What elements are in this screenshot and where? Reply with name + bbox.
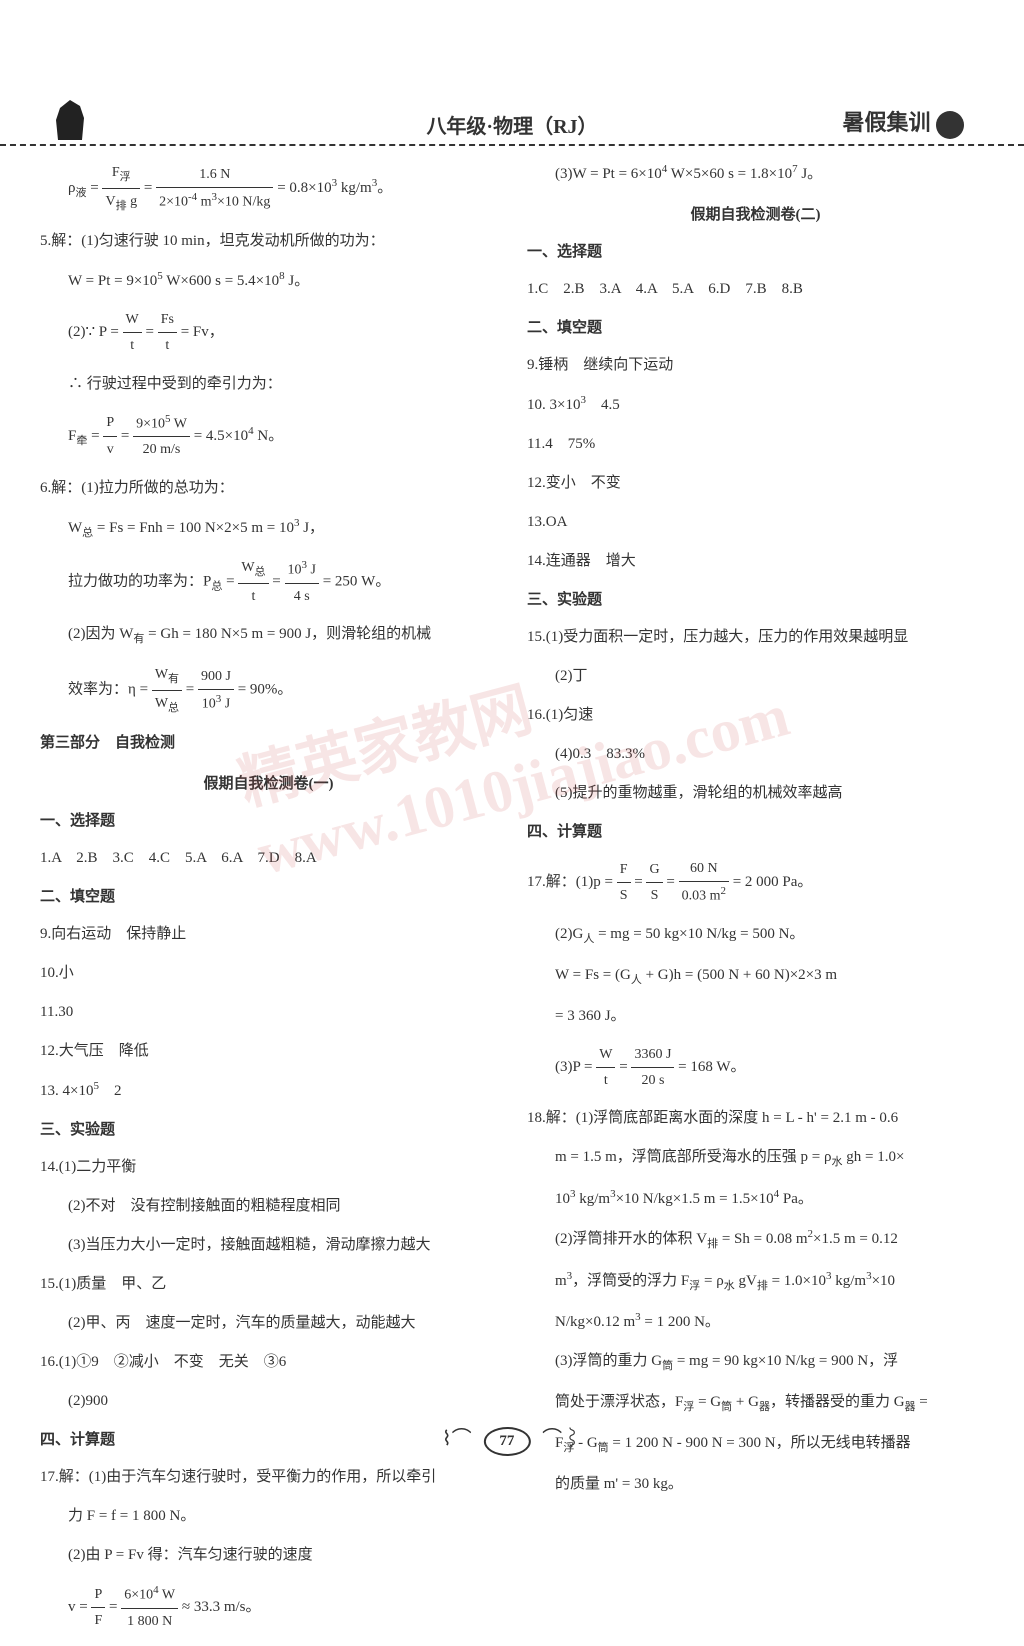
page-number: ⌇⌒ 77 ⌒⌇ (434, 1422, 590, 1456)
text-line: (3)浮筒的重力 G筒 = mg = 90 kg×10 N/kg = 900 N… (527, 1348, 984, 1377)
text-line: 14.(1)二力平衡 (40, 1154, 497, 1181)
text-line: (3)当压力大小一定时，接触面越粗糙，滑动摩擦力越大 (40, 1232, 497, 1259)
text-line: (2)不对 没有控制接触面的粗糙程度相同 (40, 1193, 497, 1220)
text-line: 10. 3×103 4.5 (527, 391, 984, 419)
text-line: (2)丁 (527, 663, 984, 690)
text-line: 的质量 m' = 30 kg。 (527, 1471, 984, 1498)
header-title: 八年级·物理（RJ） (426, 116, 597, 138)
test-title: 假期自我检测卷(二) (527, 203, 984, 224)
text-line: (3)W = Pt = 6×104 W×5×60 s = 1.8×107 J。 (527, 160, 984, 188)
calc-title: 四、计算题 (40, 1427, 497, 1454)
fill-title: 二、填空题 (527, 315, 984, 342)
header-right-label: 暑假集训 (842, 110, 930, 135)
text-line: 筒处于漂浮状态，F浮 = G筒 + G器，转播器受的重力 G器 = (527, 1389, 984, 1418)
text-line: 9.向右运动 保持静止 (40, 921, 497, 948)
text-line: N/kg×0.12 m3 = 1 200 N。 (527, 1308, 984, 1336)
text-line: (2)900 (40, 1388, 497, 1415)
text-line: 10.小 (40, 960, 497, 987)
text-line: m = 1.5 m，浮筒底部所受海水的压强 p = ρ水 gh = 1.0× (527, 1144, 984, 1173)
text-line: (5)提升的重物越重，滑轮组的机械效率越高 (527, 780, 984, 807)
text-line: W = Fs = (G人 + G)h = (500 N + 60 N)×2×3 … (527, 962, 984, 991)
text-line: ρ液 = F浮V排 g = 1.6 N2×10-4 m3×10 N/kg = 0… (40, 160, 497, 216)
swirl-left-icon: ⌇⌒ (442, 1428, 472, 1450)
test-title: 假期自我检测卷(一) (40, 772, 497, 793)
text-line: (2)G人 = mg = 50 kg×10 N/kg = 500 N。 (527, 921, 984, 950)
exp-title: 三、实验题 (527, 587, 984, 614)
text-line: 12.变小 不变 (527, 470, 984, 497)
text-line: 力 F = f = 1 800 N。 (40, 1503, 497, 1530)
fill-title: 二、填空题 (40, 884, 497, 911)
text-line: 6.解：(1)拉力所做的总功为： (40, 475, 497, 502)
text-line: 16.(1)匀速 (527, 702, 984, 729)
choice-title: 一、选择题 (40, 808, 497, 835)
text-line: = 3 360 J。 (527, 1003, 984, 1030)
text-line: 9.锤柄 继续向下运动 (527, 352, 984, 379)
swirl-right-icon: ⌒⌇ (542, 1428, 582, 1450)
calc-title: 四、计算题 (527, 819, 984, 846)
exp-title: 三、实验题 (40, 1117, 497, 1144)
text-line: W总 = Fs = Fnh = 100 N×2×5 m = 103 J， (40, 514, 497, 544)
text-line: (2)∵ P = Wt = Fst = Fv， (40, 307, 497, 358)
text-line: 13. 4×105 2 (40, 1077, 497, 1105)
text-line: F牵 = Pv = 9×105 W20 m/s = 4.5×104 N。 (40, 410, 497, 463)
text-line: 效率为：η = W有W总 = 900 J103 J = 90%。 (40, 662, 497, 718)
text-line: (2)甲、丙 速度一定时，汽车的质量越大，动能越大 (40, 1310, 497, 1337)
text-line: v = PF = 6×104 W1 800 N ≈ 33.3 m/s。 (40, 1581, 497, 1634)
choice-answers: 1.C 2.B 3.A 4.A 5.A 6.D 7.B 8.B (527, 276, 984, 303)
text-line: ∴ 行驶过程中受到的牵引力为： (40, 371, 497, 398)
text-line: 17.解：(1)由于汽车匀速行驶时，受平衡力的作用，所以牵引 (40, 1464, 497, 1491)
text-line: W = Pt = 9×105 W×600 s = 5.4×108 J。 (40, 267, 497, 295)
text-line: (2)浮筒排开水的体积 V排 = Sh = 0.08 m2×1.5 m = 0.… (527, 1225, 984, 1255)
section-title: 第三部分 自我检测 (40, 730, 497, 757)
choice-title: 一、选择题 (527, 239, 984, 266)
text-line: 18.解：(1)浮筒底部距离水面的深度 h = L - h' = 2.1 m -… (527, 1105, 984, 1132)
text-line: 15.(1)质量 甲、乙 (40, 1271, 497, 1298)
text-line: 14.连通器 增大 (527, 548, 984, 575)
text-line: F浮 - G筒 = 1 200 N - 900 N = 300 N，所以无线电转… (527, 1430, 984, 1459)
choice-answers: 1.A 2.B 3.C 4.C 5.A 6.A 7.D 8.A (40, 845, 497, 872)
text-line: m3，浮筒受的浮力 F浮 = ρ水 gV排 = 1.0×103 kg/m3×10 (527, 1267, 984, 1297)
text-line: 17.解：(1)p = FS = GS = 60 N0.03 m2 = 2 00… (527, 856, 984, 909)
text-line: 16.(1)①9 ②减小 不变 无关 ③6 (40, 1349, 497, 1376)
text-line: (4)0.3 83.3% (527, 741, 984, 768)
text-line: (3)P = Wt = 3360 J20 s = 168 W。 (527, 1042, 984, 1093)
text-line: 13.OA (527, 509, 984, 536)
formula-text: ρ液 = F浮V排 g = 1.6 N2×10-4 m3×10 N/kg = 0… (68, 180, 392, 196)
text-line: 11.30 (40, 999, 497, 1026)
text-line: 11.4 75% (527, 431, 984, 458)
text-line: 12.大气压 降低 (40, 1038, 497, 1065)
text-line: (2)由 P = Fv 得：汽车匀速行驶的速度 (40, 1542, 497, 1569)
page-number-oval: 77 (483, 1427, 530, 1456)
text-line: 拉力做功的功率为：P总 = W总t = 103 J4 s = 250 W。 (40, 555, 497, 609)
text-line: (2)因为 W有 = Gh = 180 N×5 m = 900 J，则滑轮组的机… (40, 621, 497, 650)
right-column: (3)W = Pt = 6×104 W×5×60 s = 1.8×107 J。 … (527, 160, 984, 1646)
left-column: ρ液 = F浮V排 g = 1.6 N2×10-4 m3×10 N/kg = 0… (40, 160, 497, 1646)
badge-circle (936, 111, 964, 139)
text-line: 5.解：(1)匀速行驶 10 min，坦克发动机所做的功为： (40, 228, 497, 255)
text-line: 15.(1)受力面积一定时，压力越大，压力的作用效果越明显 (527, 624, 984, 651)
text-line: 103 kg/m3×10 N/kg×1.5 m = 1.5×104 Pa。 (527, 1185, 984, 1213)
header-right: 暑假集训 (842, 105, 964, 139)
